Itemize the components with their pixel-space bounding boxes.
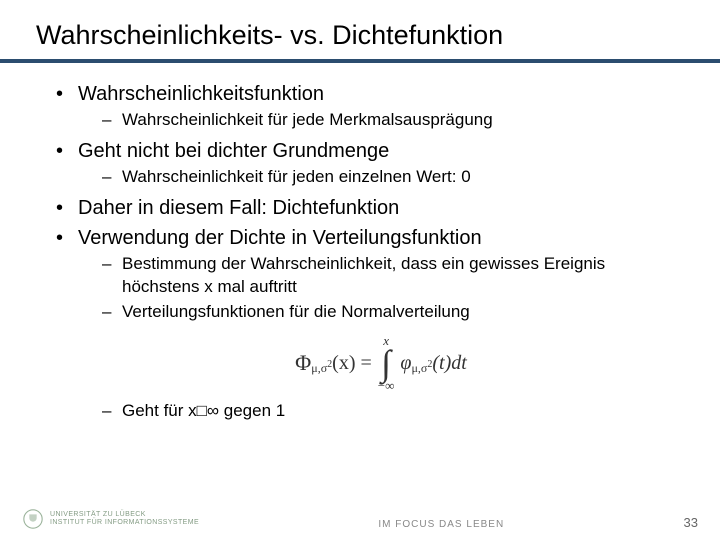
sub-bullet-item: Wahrscheinlichkeit für jeden einzelnen W…: [102, 166, 684, 189]
sub-bullet-text: Bestimmung der Wahrscheinlichkeit, dass …: [122, 254, 605, 296]
formula-sub: μ,σ2: [311, 358, 332, 377]
university-logo: UNIVERSITÄT ZU LÜBECK INSTITUT FÜR INFOR…: [22, 508, 199, 530]
bullet-text: Verwendung der Dichte in Verteilungsfunk…: [78, 227, 482, 249]
sub-bullet-text: Wahrscheinlichkeit für jede Merkmalsausp…: [122, 110, 493, 129]
footer: UNIVERSITÄT ZU LÜBECK INSTITUT FÜR INFOR…: [0, 508, 720, 530]
sub-list: Bestimmung der Wahrscheinlichkeit, dass …: [78, 253, 684, 324]
formula: Φμ,σ2(x) = x ∫ −∞ φμ,σ2(t)dt: [295, 334, 467, 392]
bullet-text: Geht nicht bei dichter Grundmenge: [78, 140, 389, 162]
sub-list: Wahrscheinlichkeit für jeden einzelnen W…: [78, 166, 684, 189]
sub-bullet-text: Wahrscheinlichkeit für jeden einzelnen W…: [122, 167, 471, 186]
sub-bullet-item: Wahrscheinlichkeit für jede Merkmalsausp…: [102, 109, 684, 132]
formula-phi-lower: φ: [400, 350, 411, 376]
bullet-list: Wahrscheinlichkeitsfunktion Wahrscheinli…: [36, 81, 684, 423]
sub-bullet-text: Geht für x□∞ gegen 1: [122, 401, 285, 420]
sub-list: Geht für x□∞ gegen 1: [78, 400, 684, 423]
slide-title: Wahrscheinlichkeits- vs. Dichtefunktion: [36, 20, 684, 51]
bullet-item: Geht nicht bei dichter Grundmenge Wahrsc…: [56, 138, 684, 189]
sub-bullet-text: Verteilungsfunktionen für die Normalvert…: [122, 302, 470, 321]
sub-bullet-item: Verteilungsfunktionen für die Normalvert…: [102, 301, 684, 324]
integral: x ∫ −∞: [378, 334, 395, 392]
bullet-text: Daher in diesem Fall: Dichtefunktion: [78, 197, 399, 219]
formula-phi-upper: Φ: [295, 349, 311, 378]
footer-motto: IM FOCUS DAS LEBEN: [378, 519, 504, 530]
bullet-text: Wahrscheinlichkeitsfunktion: [78, 83, 324, 105]
uni-line: INSTITUT FÜR INFORMATIONSSYSTEME: [50, 519, 199, 527]
title-divider: [0, 59, 720, 63]
bullet-item: Wahrscheinlichkeitsfunktion Wahrscheinli…: [56, 81, 684, 132]
slide: Wahrscheinlichkeits- vs. Dichtefunktion …: [0, 0, 720, 540]
formula-tail: (t)dt: [432, 350, 466, 376]
integral-symbol: ∫: [381, 347, 391, 379]
formula-sub: μ,σ2: [411, 358, 432, 377]
formula-block: Φμ,σ2(x) = x ∫ −∞ φμ,σ2(t)dt: [78, 334, 684, 392]
uni-line: UNIVERSITÄT ZU LÜBECK: [50, 511, 199, 519]
page-number: 33: [684, 515, 698, 530]
bullet-item: Verwendung der Dichte in Verteilungsfunk…: [56, 225, 684, 423]
bullet-item: Daher in diesem Fall: Dichtefunktion: [56, 195, 684, 221]
integral-lower: −∞: [378, 379, 395, 392]
sub-bullet-item: Bestimmung der Wahrscheinlichkeit, dass …: [102, 253, 684, 299]
formula-arg: (x) =: [332, 350, 372, 376]
crest-icon: [22, 508, 44, 530]
sub-list: Wahrscheinlichkeit für jede Merkmalsausp…: [78, 109, 684, 132]
sub-bullet-item: Geht für x□∞ gegen 1: [102, 400, 684, 423]
university-name: UNIVERSITÄT ZU LÜBECK INSTITUT FÜR INFOR…: [50, 511, 199, 526]
